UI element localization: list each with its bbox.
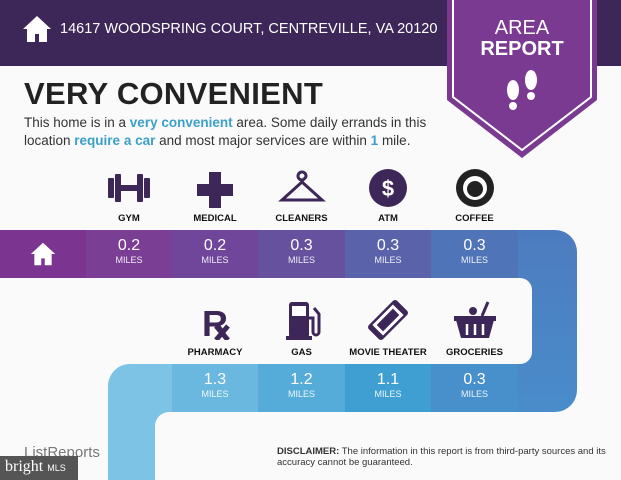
page-title: VERY CONVENIENT: [24, 76, 324, 111]
amenity-label: PHARMACY: [187, 347, 243, 358]
distance-value: 1.1: [376, 371, 400, 388]
distance-value: 0.3: [376, 237, 400, 254]
distance-unit: MILES: [287, 389, 315, 399]
disclaimer: DISCLAIMER: The information in this repo…: [277, 446, 606, 468]
inner-panel: [0, 278, 532, 364]
distance-unit: MILES: [374, 389, 402, 399]
distance-cell: 0.2 MILES: [86, 230, 172, 278]
distance-value: 1.2: [290, 371, 313, 388]
dumbbell-icon: [108, 174, 150, 202]
rx-icon: R: [202, 303, 230, 340]
distance-cell: 0.2 MILES: [172, 230, 258, 278]
amenity-label: GROCERIES: [445, 347, 503, 358]
distance-unit: MILES: [115, 255, 143, 265]
medical-cross-icon: [197, 172, 233, 208]
amenity-label: GAS: [291, 347, 312, 358]
distance-unit: MILES: [460, 389, 488, 399]
distance-cell: 0.3 MILES: [258, 230, 345, 278]
badge-title: AREA REPORT: [480, 17, 564, 60]
svg-text:$: $: [382, 176, 394, 201]
amenity-label: COFFEE: [455, 213, 494, 224]
distance-value: 0.2: [117, 237, 141, 254]
ticket-icon: [368, 300, 408, 340]
distance-value: 0.2: [203, 237, 227, 254]
dollar-icon: $: [369, 169, 407, 207]
address: 14617 WOODSPRING COURT, CENTREVILLE, VA …: [60, 21, 438, 37]
distance-unit: MILES: [374, 255, 402, 265]
hanger-icon: [277, 170, 326, 202]
area-report-badge: [447, 0, 597, 158]
home-icon: [23, 16, 51, 42]
distance-cell: 1.3 MILES: [172, 364, 258, 412]
distance-value: 0.3: [463, 237, 486, 254]
bright-mls-watermark: bright MLS: [0, 456, 78, 480]
distance-unit: MILES: [201, 255, 229, 265]
footer-panel: [155, 412, 621, 480]
distance-cell: 0.3 MILES: [345, 230, 431, 278]
distance-value: 0.3: [463, 371, 486, 388]
home-cell: [0, 230, 86, 278]
amenity-label: CLEANERS: [275, 213, 328, 224]
distance-cell: 0.3 MILES: [431, 364, 518, 412]
basket-icon: [453, 301, 496, 338]
description: This home is in a very convenient area. …: [24, 115, 427, 148]
amenity-label: MOVIE THEATER: [349, 347, 427, 358]
distance-unit: MILES: [201, 389, 229, 399]
distance-unit: MILES: [287, 255, 315, 265]
amenity-label: MEDICAL: [193, 213, 237, 224]
distance-cell: 1.1 MILES: [345, 364, 431, 412]
distance-value: 0.3: [290, 237, 313, 254]
amenity-label: GYM: [118, 213, 140, 224]
amenity-label: ATM: [378, 213, 398, 224]
footprints-icon: [507, 70, 537, 110]
gas-pump-icon: [285, 302, 320, 340]
starbucks-icon: [455, 169, 494, 207]
distance-value: 1.3: [203, 371, 227, 388]
distance-cell: 1.2 MILES: [258, 364, 345, 412]
home-icon: [30, 242, 56, 266]
distance-cell: 0.3 MILES: [431, 230, 518, 278]
distance-unit: MILES: [460, 255, 488, 265]
